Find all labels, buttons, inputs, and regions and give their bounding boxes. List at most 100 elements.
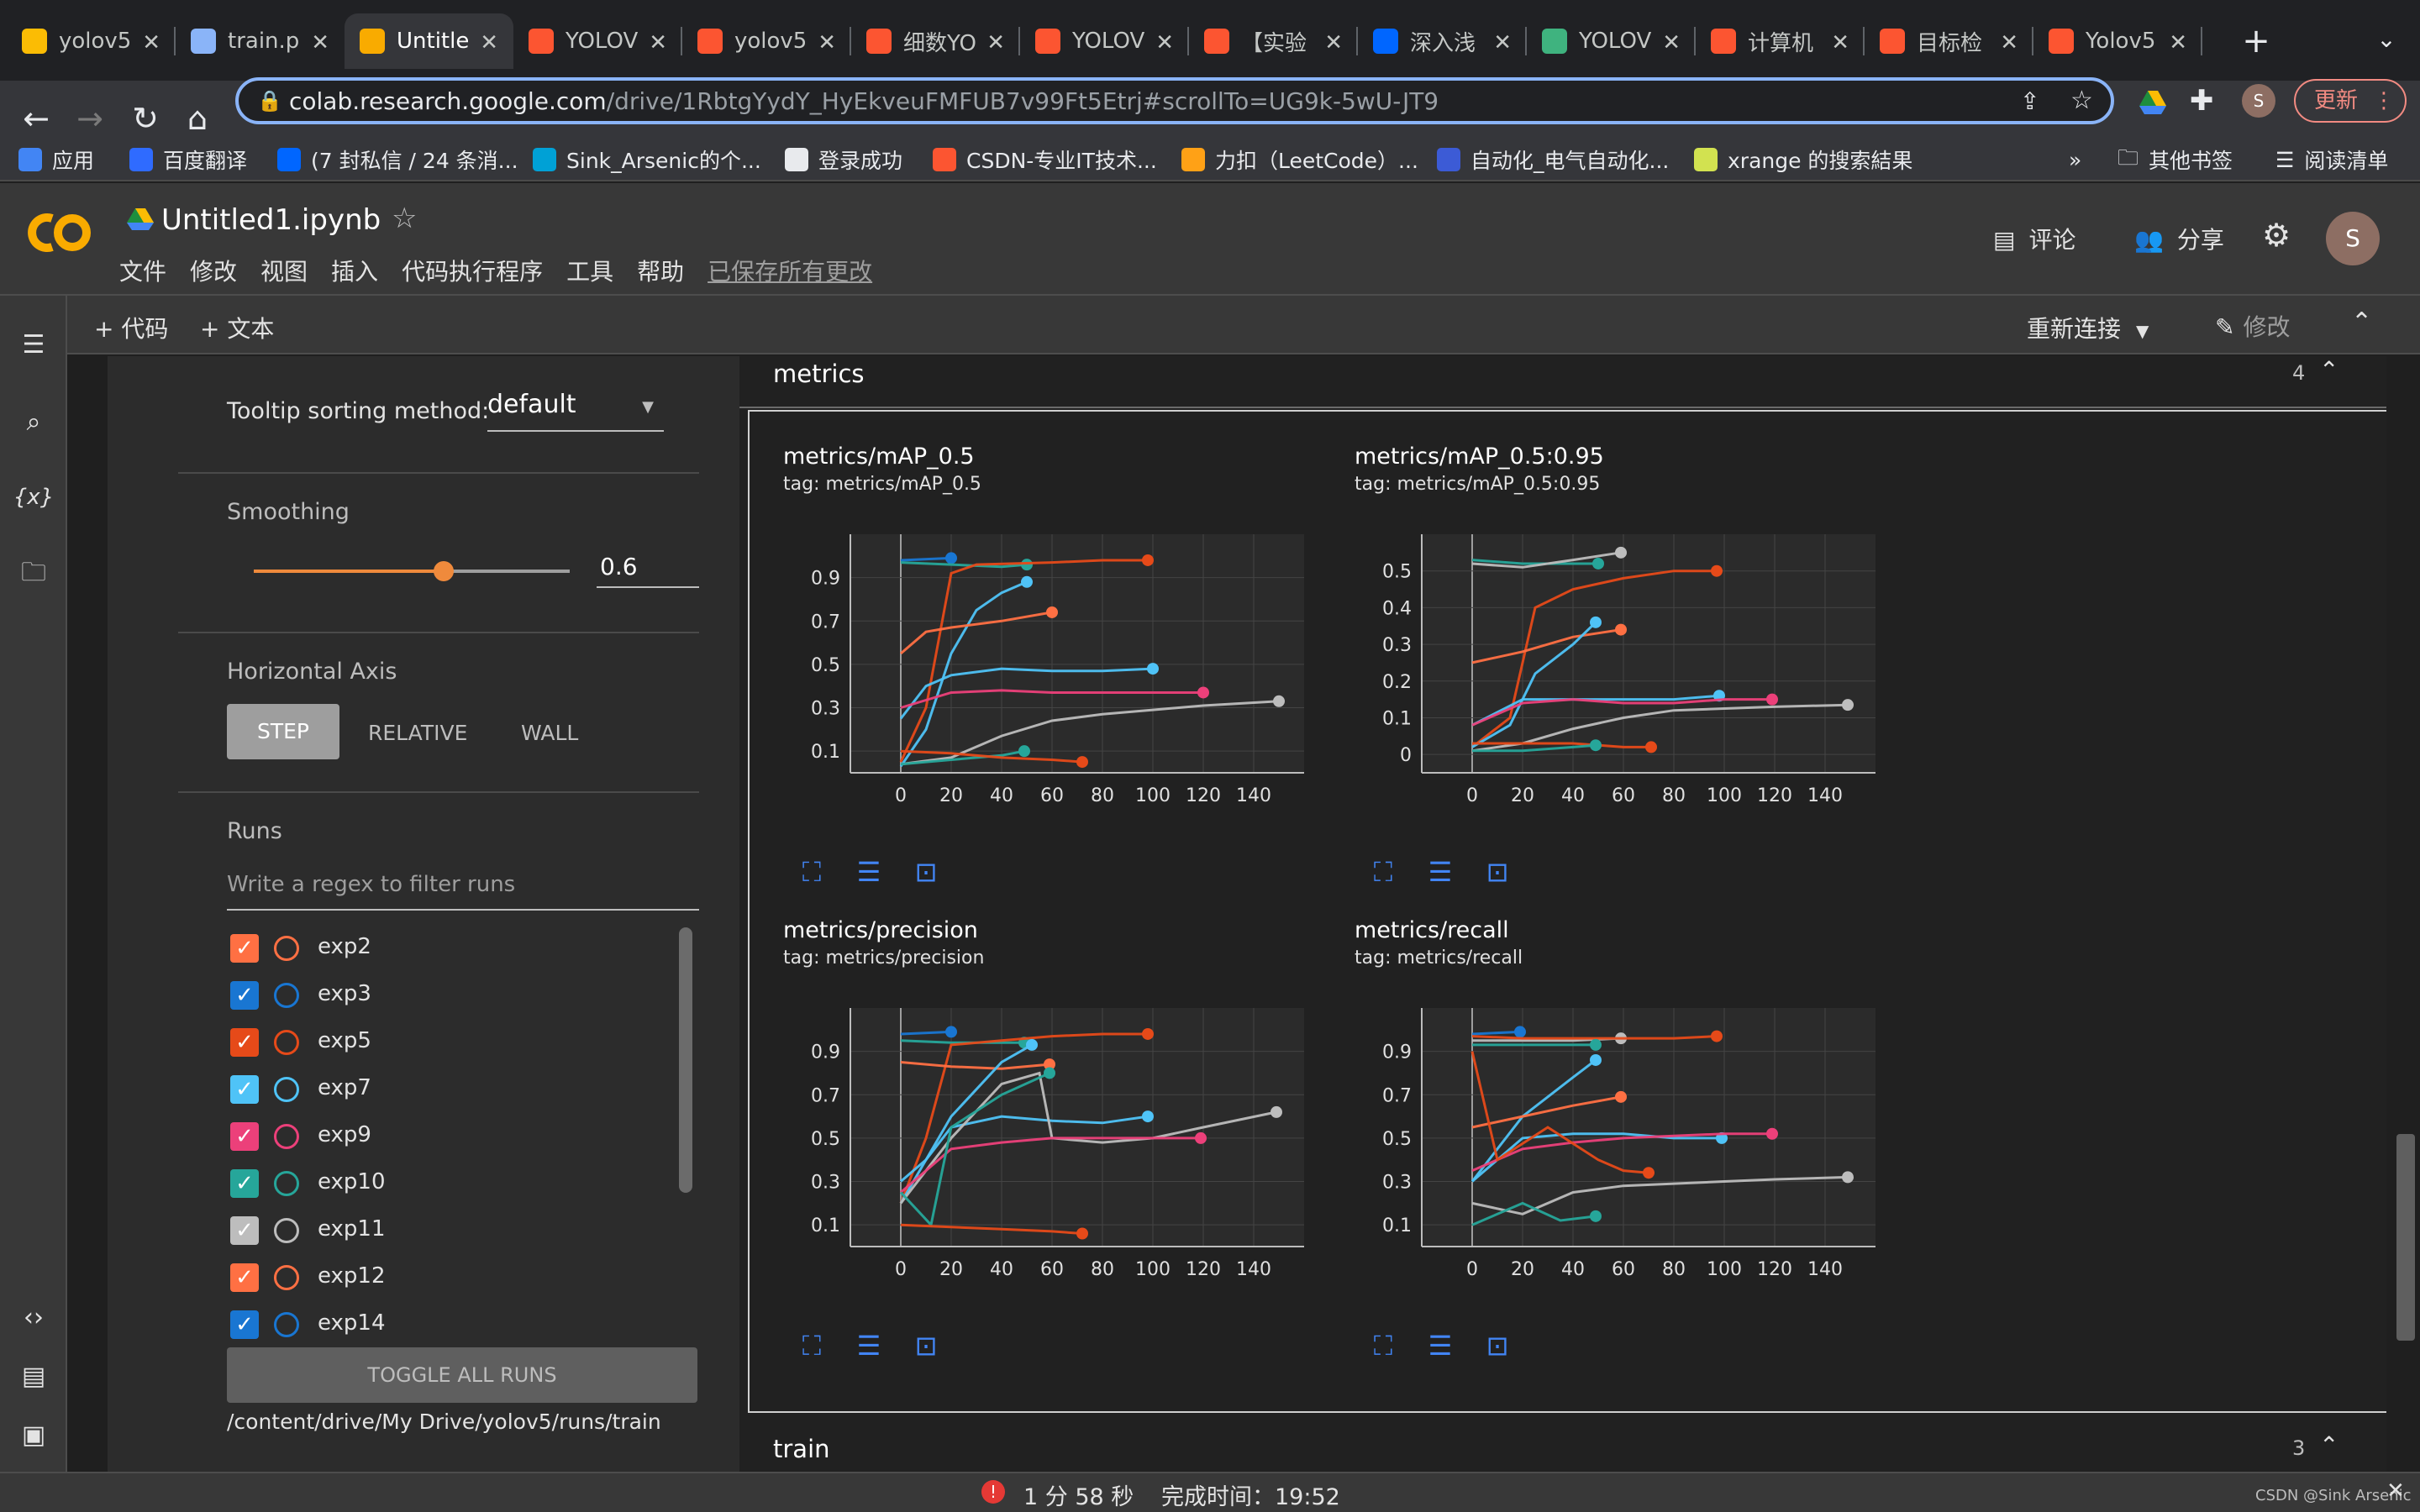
menu-view[interactable]: 视图 bbox=[260, 258, 308, 286]
run-color-circle[interactable] bbox=[274, 1077, 299, 1102]
toggle-all-runs-button[interactable]: TOGGLE ALL RUNS bbox=[227, 1347, 697, 1403]
browser-tab[interactable]: yolov5 ✕ bbox=[682, 13, 851, 69]
bookmark-item[interactable]: Sink_Arsenic的个... bbox=[533, 143, 761, 176]
tab-close-icon[interactable]: ✕ bbox=[142, 30, 160, 55]
axis-relative-button[interactable]: RELATIVE bbox=[368, 721, 468, 745]
run-checkbox[interactable]: ✓ bbox=[230, 1310, 259, 1339]
run-checkbox[interactable]: ✓ bbox=[230, 1216, 259, 1245]
data-table-icon[interactable]: ☰ bbox=[1428, 1330, 1453, 1362]
run-color-circle[interactable] bbox=[274, 1265, 299, 1290]
fit-domain-icon[interactable]: ⊡ bbox=[914, 1330, 938, 1362]
fullscreen-icon[interactable]: ⛶ bbox=[802, 855, 822, 888]
collapse-header-icon[interactable]: ⌃ bbox=[2351, 307, 2373, 337]
run-checkbox[interactable]: ✓ bbox=[230, 1028, 259, 1057]
bookmark-item[interactable]: 百度翻译 bbox=[129, 143, 247, 176]
edit-button[interactable]: ✎ 修改 bbox=[2215, 313, 2291, 341]
run-color-circle[interactable] bbox=[274, 1171, 299, 1196]
menu-runtime[interactable]: 代码执行程序 bbox=[402, 258, 544, 286]
menu-edit[interactable]: 修改 bbox=[190, 258, 238, 286]
tab-close-icon[interactable]: ✕ bbox=[2000, 30, 2018, 55]
menu-help[interactable]: 帮助 bbox=[637, 258, 685, 286]
star-icon[interactable]: ☆ bbox=[392, 202, 418, 235]
bookmark-item[interactable]: (7 封私信 / 24 条消... bbox=[277, 143, 518, 176]
new-tab-button[interactable]: + bbox=[2242, 22, 2270, 60]
run-filter-input[interactable]: Write a regex to filter runs bbox=[227, 860, 699, 911]
fit-domain-icon[interactable]: ⊡ bbox=[1486, 856, 1509, 888]
tab-close-icon[interactable]: ✕ bbox=[649, 30, 667, 55]
forward-icon[interactable]: → bbox=[76, 100, 103, 137]
browser-tab[interactable]: YOLOV ✕ bbox=[1020, 13, 1189, 69]
extensions-puzzle-icon[interactable]: ✚ bbox=[2190, 84, 2214, 118]
bookmark-item[interactable]: 自动化_电气自动化... bbox=[1437, 143, 1669, 176]
run-checkbox[interactable]: ✓ bbox=[230, 981, 259, 1010]
menu-file[interactable]: 文件 bbox=[119, 258, 167, 286]
google-drive-extension-icon[interactable] bbox=[2138, 87, 2168, 118]
notebook-title[interactable]: Untitled1.ipynb bbox=[161, 203, 381, 237]
reading-list-button[interactable]: ☰ 阅读清单 bbox=[2275, 147, 2389, 174]
run-checkbox[interactable]: ✓ bbox=[230, 1263, 259, 1292]
run-checkbox[interactable]: ✓ bbox=[230, 1122, 259, 1151]
tab-close-icon[interactable]: ✕ bbox=[2169, 30, 2187, 55]
browser-tab[interactable]: Yolov5 ✕ bbox=[2033, 13, 2202, 69]
terminal-icon[interactable]: ▣ bbox=[21, 1420, 46, 1450]
run-color-circle[interactable] bbox=[274, 936, 299, 961]
address-bar[interactable]: 🔒 colab.research.google.com/drive/1RbtgY… bbox=[235, 77, 2114, 124]
data-table-icon[interactable]: ☰ bbox=[856, 856, 881, 888]
fullscreen-icon[interactable]: ⛶ bbox=[802, 1329, 822, 1362]
variables-icon[interactable]: {x} bbox=[13, 485, 55, 510]
browser-tab[interactable]: 深入浅 ✕ bbox=[1358, 13, 1527, 69]
bookmark-item[interactable]: 力扣（LeetCode）... bbox=[1181, 143, 1418, 176]
browser-profile-avatar[interactable]: S bbox=[2242, 84, 2275, 118]
browser-tab[interactable]: YOLOV ✕ bbox=[1527, 13, 1696, 69]
bookmark-item[interactable]: 登录成功 bbox=[785, 143, 902, 176]
comment-button[interactable]: ▤ 评论 bbox=[1993, 226, 2076, 254]
bookmark-item[interactable]: 应用 bbox=[18, 143, 94, 176]
run-color-circle[interactable] bbox=[274, 1030, 299, 1055]
account-avatar[interactable]: S bbox=[2326, 212, 2380, 265]
add-text-button[interactable]: + 文本 bbox=[200, 315, 275, 343]
home-icon[interactable]: ⌂ bbox=[187, 100, 208, 137]
run-color-circle[interactable] bbox=[274, 1218, 299, 1243]
data-table-icon[interactable]: ☰ bbox=[856, 1330, 881, 1362]
axis-wall-button[interactable]: WALL bbox=[521, 721, 579, 745]
fullscreen-icon[interactable]: ⛶ bbox=[1373, 855, 1393, 888]
browser-tab[interactable]: 细数YO ✕ bbox=[851, 13, 1020, 69]
close-icon[interactable]: ✕ bbox=[2386, 1478, 2405, 1504]
runs-scrollbar[interactable] bbox=[679, 927, 692, 1193]
tab-close-icon[interactable]: ✕ bbox=[311, 30, 329, 55]
command-palette-icon[interactable]: ▤ bbox=[21, 1361, 46, 1391]
bookmark-item[interactable]: CSDN-专业IT技术... bbox=[933, 143, 1157, 176]
browser-tab[interactable]: 计算机 ✕ bbox=[1696, 13, 1865, 69]
browser-tab[interactable]: 目标检 ✕ bbox=[1865, 13, 2033, 69]
tab-close-icon[interactable]: ✕ bbox=[1662, 30, 1681, 55]
tab-close-icon[interactable]: ✕ bbox=[1324, 30, 1343, 55]
tab-close-icon[interactable]: ✕ bbox=[1155, 30, 1174, 55]
page-scrollbar[interactable] bbox=[2396, 1134, 2415, 1341]
data-table-icon[interactable]: ☰ bbox=[1428, 856, 1453, 888]
browser-tab[interactable]: 【实验 ✕ bbox=[1189, 13, 1358, 69]
search-icon[interactable]: ⌕ bbox=[26, 407, 41, 437]
add-code-button[interactable]: + 代码 bbox=[94, 315, 169, 343]
run-color-circle[interactable] bbox=[274, 1312, 299, 1337]
other-bookmarks-folder[interactable]: 🗀 其他书签 bbox=[2118, 143, 2233, 176]
browser-tab[interactable]: yolov5 ✕ bbox=[7, 13, 176, 69]
browser-tab[interactable]: YOLOV ✕ bbox=[513, 13, 682, 69]
bookmark-item[interactable]: xrange 的搜索結果 bbox=[1694, 143, 1912, 176]
menu-tools[interactable]: 工具 bbox=[566, 258, 614, 286]
train-group-header[interactable]: train 3 ⌃ bbox=[739, 1416, 2386, 1480]
update-button[interactable]: 更新 ⋮ bbox=[2294, 79, 2407, 123]
collapse-chevron-icon[interactable]: ⌃ bbox=[2319, 1431, 2339, 1459]
smoothing-slider[interactable] bbox=[254, 561, 570, 581]
run-checkbox[interactable]: ✓ bbox=[230, 1075, 259, 1104]
share-page-icon[interactable]: ⇪ bbox=[2020, 87, 2040, 115]
table-of-contents-icon[interactable]: ☰ bbox=[22, 329, 45, 360]
run-color-circle[interactable] bbox=[274, 1124, 299, 1149]
saved-status[interactable]: 已保存所有更改 bbox=[708, 258, 873, 286]
tooltip-sorting-select[interactable]: default ▼ bbox=[487, 390, 664, 432]
menu-insert[interactable]: 插入 bbox=[331, 258, 379, 286]
tab-close-icon[interactable]: ✕ bbox=[818, 30, 836, 55]
tab-close-icon[interactable]: ✕ bbox=[1493, 30, 1512, 55]
files-folder-icon[interactable]: 🗀 bbox=[21, 557, 46, 587]
metrics-group-header[interactable]: metrics 4 ⌃ bbox=[739, 356, 2386, 408]
bookmark-star-icon[interactable]: ☆ bbox=[2070, 86, 2093, 115]
